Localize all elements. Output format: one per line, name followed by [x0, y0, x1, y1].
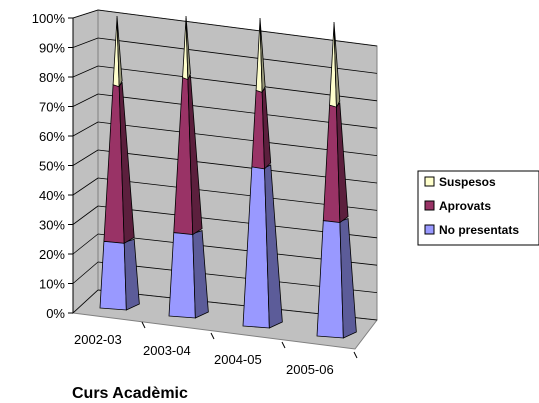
x-category-label: 2004-05: [214, 352, 262, 367]
legend-swatch: [424, 176, 435, 187]
y-tick-label: 10%: [39, 277, 65, 292]
cone-2004-05: [242, 17, 283, 329]
gridline-side: [72, 149, 99, 166]
gridline-back: [97, 9, 378, 47]
y-tick-label: 50%: [39, 159, 65, 174]
y-tick-label: 20%: [39, 247, 65, 262]
legend-swatch: [424, 224, 435, 235]
legend-entry: Aprovats: [439, 199, 491, 213]
cone-side-no-presentats: [123, 238, 140, 311]
gridline-side: [72, 233, 99, 255]
cone-side-aprovats: [187, 74, 203, 236]
y-axis-ticks: 0% 10% 20% 30% 40% 50% 60% 70% 80% 90% 100%: [32, 11, 74, 321]
side-wall: [72, 9, 99, 315]
x-category-label: 2005-06: [286, 362, 334, 377]
gridline-side: [72, 121, 99, 137]
cone-side-suspesos: [333, 21, 341, 109]
gridline-side: [72, 93, 99, 107]
cone-side-suspesos: [116, 15, 123, 87]
gridline-side: [72, 177, 99, 196]
cone-side-no-presentats: [192, 230, 209, 319]
y-tick-label: 80%: [39, 70, 65, 85]
y-tick-label: 0%: [46, 306, 65, 321]
x-tick-mark: [141, 321, 146, 329]
cone-side-no-presentats: [264, 164, 283, 329]
y-tick-label: 70%: [39, 100, 65, 115]
gridline-side: [72, 289, 99, 314]
cone-side-suspesos: [259, 17, 266, 93]
y-tick-label: 60%: [39, 129, 65, 144]
x-category-label: 2002-03: [74, 332, 122, 347]
x-tick-mark: [210, 332, 215, 340]
y-tick-label: 100%: [32, 11, 66, 26]
x-axis-categories: 2002-03 2003-04 2004-05 2005-06: [74, 321, 358, 377]
gridline-side: [72, 261, 99, 284]
cone-side-aprovats: [118, 81, 135, 244]
y-tick-label: 90%: [39, 41, 65, 56]
cone-side-aprovats: [261, 87, 272, 170]
gridline-back: [97, 37, 378, 74]
x-tick-mark: [353, 351, 358, 359]
cone-side-no-presentats: [339, 218, 357, 339]
gridline-side: [72, 205, 99, 225]
legend-entry: Suspesos: [439, 175, 496, 189]
legend-box: [417, 170, 539, 246]
cone-2002-03: [99, 15, 140, 311]
gridline-side: [72, 9, 99, 19]
cone-segment-no-presentats: [99, 240, 127, 311]
cone-segment-no-presentats: [168, 232, 196, 319]
x-category-label: 2003-04: [143, 343, 191, 358]
cone-2005-06: [316, 21, 357, 339]
x-tick-mark: [281, 341, 286, 349]
legend: Suspesos Aprovats No presentats: [417, 170, 539, 246]
cone-side-aprovats: [336, 102, 349, 224]
legend-entry: No presentats: [439, 223, 519, 237]
y-tick-label: 40%: [39, 188, 65, 203]
legend-swatch: [424, 200, 435, 211]
x-axis-title: Curs Acadèmic: [72, 385, 188, 402]
gridline-side: [72, 65, 99, 78]
cone-2003-04: [168, 15, 209, 319]
y-tick-label: 30%: [39, 218, 65, 233]
gridline-side: [72, 37, 99, 48]
cone-side-suspesos: [185, 15, 191, 80]
cones: [99, 15, 357, 339]
